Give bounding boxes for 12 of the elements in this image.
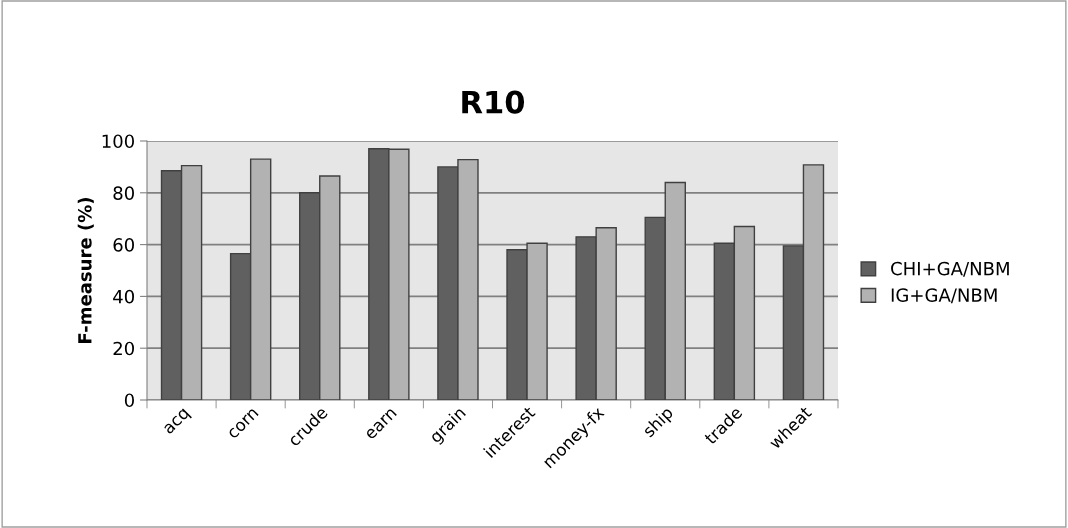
x-tick-label: ship — [641, 405, 677, 440]
y-tick-label: 20 — [113, 341, 134, 356]
y-tick-label: 40 — [113, 289, 134, 304]
y-tick-label: 100 — [102, 134, 134, 149]
y-tick-label: 0 — [124, 393, 134, 408]
chart-title: R10 — [462, 90, 525, 114]
legend-label: CHI+GA/NBM — [891, 261, 1009, 277]
legend-label: IG+GA/NBM — [891, 288, 997, 304]
x-tick-label: acq — [163, 408, 192, 437]
y-tick-label: 60 — [113, 238, 134, 252]
y-tick-label: 80 — [113, 186, 134, 200]
y-axis-title: F-measure (%) — [77, 197, 94, 343]
